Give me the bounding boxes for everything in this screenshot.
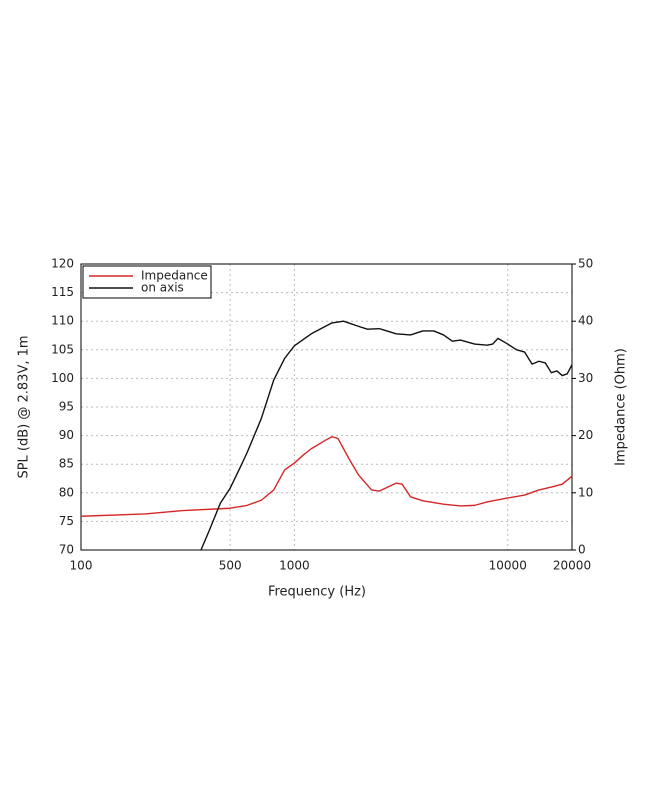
y-tick-label: 75 bbox=[59, 514, 74, 528]
y2-axis-label: Impedance (Ohm) bbox=[614, 348, 629, 466]
y-tick-label: 70 bbox=[59, 543, 74, 557]
y-tick-label: 85 bbox=[59, 457, 74, 471]
y-tick-label: 80 bbox=[59, 485, 74, 499]
x-tick-label: 1000 bbox=[279, 559, 310, 573]
y-tick-label: 115 bbox=[51, 285, 74, 299]
y2-tick-label: 30 bbox=[578, 371, 593, 385]
y2-tick-label: 20 bbox=[578, 428, 593, 442]
y2-tick-label: 50 bbox=[578, 257, 593, 271]
y-axis-label: SPL (dB) @ 2.83V, 1m bbox=[17, 335, 32, 478]
plot-frame bbox=[80, 263, 573, 551]
x-tick-label: 20000 bbox=[553, 559, 591, 573]
y-tick-label: 90 bbox=[59, 428, 74, 442]
y-tick-label: 100 bbox=[51, 371, 74, 385]
y-tick-label: 105 bbox=[51, 342, 74, 356]
y2-tick-label: 40 bbox=[578, 314, 593, 328]
y2-tick-label: 0 bbox=[578, 543, 586, 557]
series-line bbox=[200, 320, 573, 551]
legend-label: Impedance bbox=[141, 269, 208, 283]
x-tick-label: 10000 bbox=[489, 559, 527, 573]
y-tick-label: 95 bbox=[59, 400, 74, 414]
x-tick-label: 100 bbox=[70, 559, 93, 573]
y-tick-label: 110 bbox=[51, 314, 74, 328]
y2-tick-label: 10 bbox=[578, 485, 593, 499]
legend-box bbox=[82, 265, 212, 299]
y-tick-label: 120 bbox=[51, 257, 74, 271]
x-tick-label: 500 bbox=[219, 559, 242, 573]
series-line bbox=[80, 436, 573, 517]
legend-label: on axis bbox=[141, 281, 184, 295]
x-axis-label: Frequency (Hz) bbox=[268, 585, 366, 600]
